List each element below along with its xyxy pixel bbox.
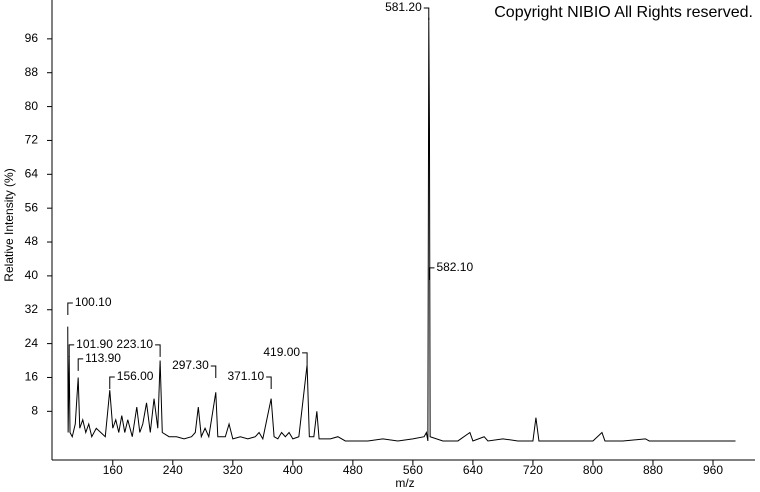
y-tick-label: 80 [25,99,39,113]
y-tick-label: 56 [25,200,39,214]
y-tick-label: 48 [25,234,39,248]
spectrum-line [67,17,736,442]
annotation-bracket [155,344,161,357]
annotation-bracket [77,358,84,371]
y-tick-label: 64 [25,166,39,180]
annotation-bracket [210,365,217,379]
annotation-label: 581.20 [385,0,422,14]
annotation-label: 113.90 [85,351,121,365]
x-tick-label: 240 [163,463,183,477]
annotation-bracket [423,7,430,20]
x-tick-label: 960 [703,463,723,477]
annotation-bracket [266,376,272,390]
y-tick-label: 72 [25,133,39,147]
annotation-label: 419.00 [263,345,300,359]
annotation-bracket [302,352,308,365]
y-tick-label: 16 [25,370,39,384]
annotation-label: 297.30 [172,358,209,372]
x-tick-label: 160 [103,463,123,477]
x-tick-label: 560 [403,463,423,477]
annotation-label: 156.00 [117,369,154,383]
annotation-bracket [428,267,435,280]
x-tick-label: 400 [283,463,303,477]
y-tick-label: 32 [25,302,39,316]
y-tick-label: 96 [25,31,39,45]
annotation-bracket [67,302,73,315]
x-tick-label: 320 [223,463,243,477]
chart-title: Copyright NIBIO All Rights reserved. [494,4,753,21]
x-tick-label: 800 [583,463,603,477]
x-tick-label: 720 [523,463,543,477]
y-tick-label: 88 [25,65,39,79]
annotation-label: 223.10 [116,337,153,351]
y-tick-label: 24 [25,336,39,350]
x-tick-label: 640 [463,463,483,477]
x-axis-label: m/z [395,476,414,490]
annotation-label: 582.10 [436,260,473,274]
annotation-label: 100.10 [75,295,112,309]
annotation-bracket [68,344,75,357]
x-tick-label: 880 [643,463,663,477]
x-tick-label: 480 [343,463,363,477]
annotation-label: 101.90 [76,337,113,351]
annotation-label: 371.10 [227,369,264,383]
annotation-bracket [109,376,115,390]
y-axis-label: Relative Intensity (%) [2,168,16,281]
y-tick-label: 8 [31,403,38,417]
y-tick-label: 40 [25,268,39,282]
